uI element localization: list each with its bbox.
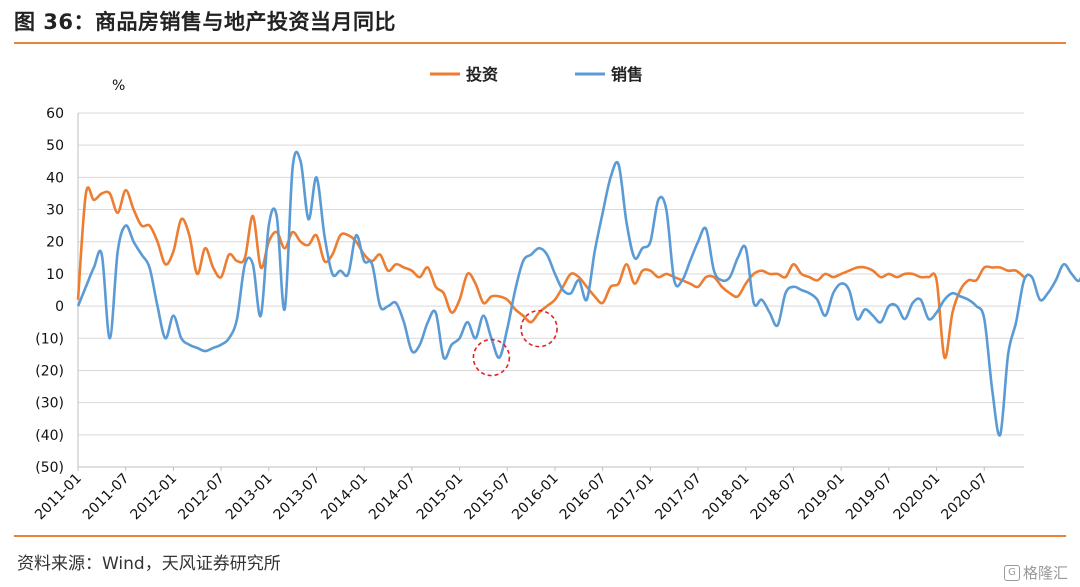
x-tick-label: 2020-01 [891,471,944,524]
source-note: 资料来源：Wind，天风证券研究所 [17,554,281,574]
x-axis: 2011-012011-072012-012012-072013-012013-… [32,466,1024,524]
y-tick-label: 50 [46,138,64,154]
bottom-divider [14,535,1066,537]
watermark-text: 格隆汇 [1022,564,1068,582]
x-tick-label: 2014-07 [366,471,419,524]
series-lines [76,150,1080,437]
x-tick-label: 2018-07 [748,471,801,524]
x-tick-label: 2013-07 [271,471,324,524]
y-tick-label: 40 [46,170,64,186]
x-tick-label: 2016-01 [509,471,562,524]
y-axis: 60 50 40 30 20 10 0 (10) (20) (30) (40) (50) [35,106,79,476]
x-tick-label: 2011-07 [80,471,133,524]
y-tick-label: 30 [46,203,64,219]
x-tick-label: 2018-01 [700,471,753,524]
x-tick-label: 2015-01 [414,471,467,524]
sales-series-line [76,150,1080,437]
y-tick-label: (10) [35,331,64,347]
x-tick-label: 2020-07 [938,471,991,524]
y-tick-label: 20 [46,235,64,251]
y-tick-label: (50) [35,460,64,476]
y-tick-label: (20) [35,363,64,379]
x-tick-label: 2017-07 [652,471,705,524]
y-tick-label: 60 [46,106,64,122]
legend-investment-label: 投资 [466,65,498,84]
x-tick-label: 2017-01 [605,471,658,524]
watermark: G 格隆汇 [1003,562,1068,583]
x-tick-label: 2019-01 [795,471,848,524]
top-divider [14,42,1066,44]
y-tick-label: (30) [35,396,64,412]
y-tick-label: (40) [35,428,64,444]
highlight-circle [472,338,511,377]
y-unit-label: % [112,78,125,94]
figure-title: 图 36：商品房销售与地产投资当月同比 [14,10,397,34]
grid-lines [78,112,1024,468]
watermark-logo-icon: G [1003,564,1020,581]
y-tick-label: 0 [55,299,64,315]
y-tick-label: 10 [46,267,64,283]
x-tick-label: 2014-01 [318,471,371,524]
x-tick-label: 2011-01 [32,471,85,524]
legend-sales-label: 销售 [611,65,643,84]
investment-series-line [76,186,1025,359]
x-tick-label: 2013-01 [223,471,276,524]
x-tick-label: 2012-07 [175,471,228,524]
x-tick-label: 2016-07 [557,471,610,524]
highlight-circles [472,309,558,377]
x-tick-label: 2019-07 [843,471,896,524]
legend: 投资 销售 [430,65,643,84]
x-tick-label: 2012-01 [128,471,181,524]
highlight-circle [520,309,558,348]
x-tick-label: 2015-07 [461,471,514,524]
